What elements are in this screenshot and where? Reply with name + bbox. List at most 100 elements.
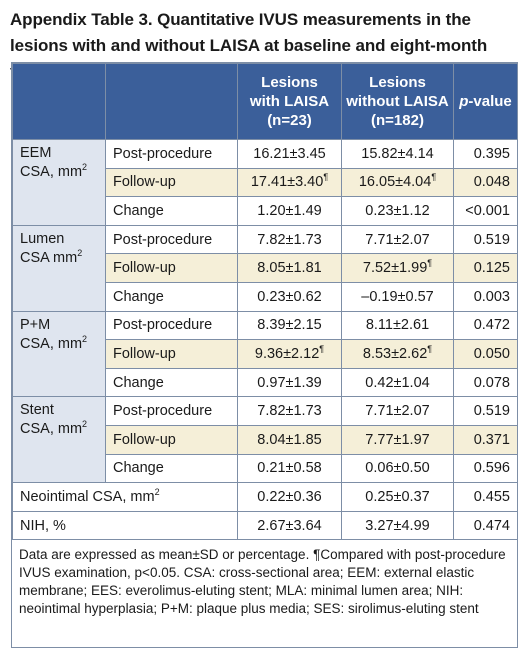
cell-with-laisa: 0.22±0.36 [237, 482, 342, 512]
header-with-line2: with LAISA [249, 93, 330, 110]
cell-pvalue: 0.048 [453, 167, 517, 198]
header-pvalue: p-value [453, 63, 517, 140]
table-row: Follow-up 8.05±1.81 7.52±1.99¶ 0.125 [13, 253, 517, 283]
row-label-sup: 2 [154, 486, 160, 497]
cell-value: 7.82±1.73 [257, 403, 322, 420]
pilcrow-mark: ¶ [427, 258, 433, 269]
cell-value: 0.42±1.04 [365, 374, 430, 391]
group-label-line1: Stent [20, 402, 54, 419]
row-label: Follow-up [105, 253, 238, 283]
row-label: Post-procedure [105, 310, 238, 341]
table-row: EEM CSA, mm2 Post-procedure 16.21±3.45 15.82… [12, 139, 517, 226]
cell-pvalue: <0.001 [453, 196, 517, 226]
cell-pvalue: 0.125 [453, 253, 517, 283]
cell-without-laisa: 7.52±1.99¶ [341, 253, 454, 283]
group-label-line1: P+M [20, 316, 51, 333]
cell-pvalue: 0.455 [453, 482, 517, 512]
cell-value: 17.41±3.40 [250, 174, 324, 191]
cell-pvalue: 0.474 [453, 510, 517, 541]
group-label-line2: CSA, mm2 [20, 334, 105, 354]
cell-with-laisa: 0.21±0.58 [237, 453, 342, 484]
table-row: Change 1.20±1.49 0.23±1.12 <0.001 [13, 196, 517, 226]
row-label: Post-procedure [105, 224, 238, 255]
table-row: Change 0.97±1.39 0.42±1.04 0.078 [13, 367, 517, 398]
cell-without-laisa: 3.27±4.99 [341, 510, 454, 541]
group-label-unit: CSA mm [20, 249, 78, 266]
cell-with-laisa: 7.82±1.73 [237, 396, 342, 426]
cell-value: 7.77±1.97 [365, 431, 430, 448]
header-with-laisa: Lesions with LAISA (n=23) [237, 63, 342, 140]
cell-value: –0.19±0.57 [361, 288, 434, 305]
cell-without-laisa: 7.77±1.97 [341, 424, 454, 455]
pilcrow-mark: ¶ [323, 172, 329, 183]
header-with-line3: (n=23) [267, 112, 312, 129]
group-label-unit: CSA, mm [20, 335, 83, 352]
cell-without-laisa: 0.25±0.37 [341, 482, 454, 512]
cell-value: 0.23±0.62 [257, 288, 322, 305]
pilcrow-mark: ¶ [431, 172, 437, 183]
group-label-sup: 2 [82, 419, 88, 430]
row-label: Post-procedure [105, 139, 238, 169]
row-label: Change [105, 367, 238, 398]
cell-pvalue: 0.003 [453, 281, 517, 312]
row-label-text: Neointimal CSA, mm [20, 488, 155, 505]
cell-value: 16.05±4.04 [358, 174, 432, 191]
header-blank-1 [12, 63, 106, 140]
cell-value: 8.05±1.81 [257, 260, 322, 277]
cell-with-laisa: 8.05±1.81 [237, 253, 342, 283]
group-label: EEM CSA, mm2 [12, 139, 106, 226]
cell-with-laisa: 9.36±2.12¶ [237, 339, 342, 369]
cell-with-laisa: 1.20±1.49 [237, 196, 342, 226]
group-label: P+M CSA, mm2 [12, 310, 106, 398]
group-label-line2: CSA mm2 [20, 247, 105, 268]
cell-with-laisa: 17.41±3.40¶ [237, 167, 342, 198]
pilcrow-mark: ¶ [319, 343, 325, 354]
group-label-line2: CSA, mm2 [20, 163, 105, 182]
group-label-line1: Lumen [20, 230, 65, 247]
row-label: Change [105, 453, 238, 484]
cell-without-laisa: 16.05±4.04¶ [341, 167, 454, 198]
cell-value: 7.52±1.99 [362, 260, 428, 277]
cell-without-laisa: –0.19±0.57 [341, 281, 454, 312]
cell-value: 0.06±0.50 [365, 460, 430, 477]
cell-with-laisa: 2.67±3.64 [237, 510, 342, 541]
header-without-line2: without LAISA [346, 93, 449, 110]
cell-pvalue: 0.395 [453, 139, 517, 169]
cell-pvalue: 0.519 [453, 396, 517, 426]
cell-with-laisa: 8.04±1.85 [237, 424, 342, 455]
cell-pvalue: 0.371 [453, 424, 517, 455]
row-label: Follow-up [105, 167, 238, 198]
cell-value: 16.21±3.45 [253, 145, 326, 162]
cell-value: 8.53±2.62 [362, 345, 428, 362]
table-row: Follow-up 17.41±3.40¶ 16.05±4.04¶ 0.048 [13, 167, 517, 198]
cell-value: 7.71±2.07 [365, 403, 430, 420]
header-with-line1: Lesions [261, 74, 318, 91]
cell-value: 0.97±1.39 [257, 374, 322, 391]
cell-value: 7.71±2.07 [365, 231, 430, 248]
cell-pvalue: 0.472 [453, 310, 517, 341]
row-label: Neointimal CSA, mm2 [12, 482, 238, 512]
cell-without-laisa: 0.42±1.04 [341, 367, 454, 398]
cell-with-laisa: 8.39±2.15 [237, 310, 342, 341]
cell-value: 8.39±2.15 [257, 317, 322, 334]
cell-value: 0.23±1.12 [365, 202, 430, 219]
table-row: Follow-up 8.04±1.85 7.77±1.97 0.371 [13, 424, 517, 455]
cell-pvalue: 0.078 [453, 367, 517, 398]
table-frame: Lesions with LAISA (n=23) Lesions withou… [11, 62, 518, 648]
header-without-laisa: Lesions without LAISA (n=182) [341, 63, 454, 140]
pilcrow-mark: ¶ [427, 343, 433, 354]
group-label: Lumen CSA mm2 [12, 224, 106, 312]
cell-without-laisa: 8.53±2.62¶ [341, 339, 454, 369]
cell-without-laisa: 0.23±1.12 [341, 196, 454, 226]
cell-without-laisa: 7.71±2.07 [341, 224, 454, 255]
header-blank-2 [105, 63, 238, 140]
cell-value: 0.21±0.58 [257, 460, 322, 477]
group-label-sup: 2 [77, 247, 83, 258]
cell-value: 7.82±1.73 [257, 231, 322, 248]
footnote: Data are expressed as mean±SD or percent… [19, 547, 506, 617]
row-label-text: NIH, % [20, 517, 66, 534]
cell-with-laisa: 0.23±0.62 [237, 281, 342, 312]
cell-pvalue: 0.519 [453, 224, 517, 255]
cell-value: 1.20±1.49 [257, 202, 322, 219]
header-pvalue-rest: -value [468, 93, 512, 110]
